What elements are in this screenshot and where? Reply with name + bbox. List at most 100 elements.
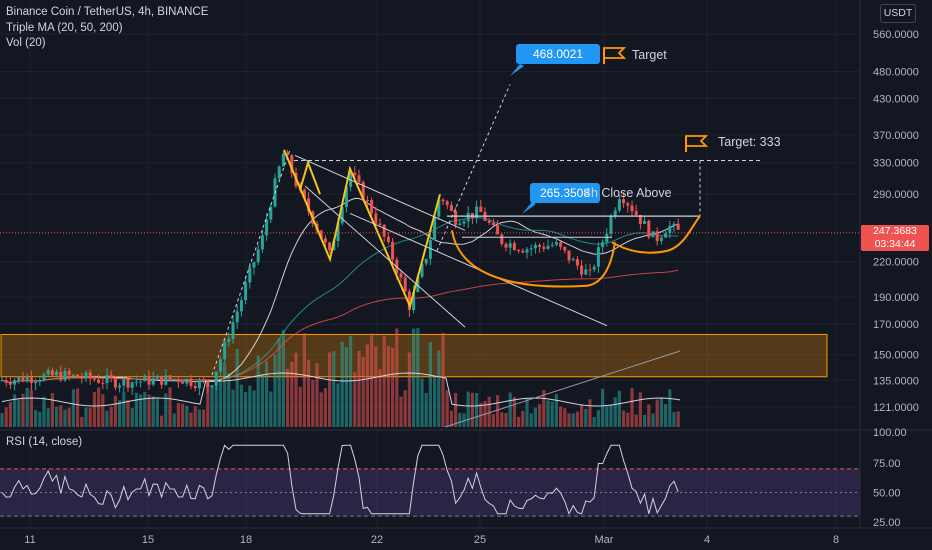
breakout-callout[interactable]: 265.3508 bbox=[530, 183, 600, 203]
volume-bar bbox=[370, 333, 374, 427]
price-tick-label: 220.0000 bbox=[873, 256, 919, 268]
price-tick-label: 190.0000 bbox=[873, 292, 919, 304]
volume-bar bbox=[160, 415, 164, 427]
volume-bar bbox=[298, 386, 302, 427]
volume-bar bbox=[567, 413, 571, 427]
volume-bar bbox=[97, 387, 101, 427]
volume-bar bbox=[307, 359, 311, 427]
candle-body bbox=[143, 375, 147, 382]
target-high-callout[interactable]: 468.0021 bbox=[516, 44, 600, 64]
candle-body bbox=[638, 214, 642, 224]
candle-body bbox=[223, 341, 227, 360]
volume-bar bbox=[181, 403, 185, 427]
candle-body bbox=[160, 375, 164, 385]
volume-bar bbox=[454, 393, 458, 427]
candle-body bbox=[336, 223, 340, 241]
candle-body bbox=[17, 376, 21, 381]
candle-body bbox=[8, 382, 12, 385]
volume-bar bbox=[521, 410, 525, 427]
volume-bar bbox=[638, 392, 642, 427]
volume-bar bbox=[277, 338, 281, 427]
candle-body bbox=[374, 213, 378, 224]
volume-bar bbox=[609, 404, 613, 427]
candle-body bbox=[13, 380, 17, 385]
volume-bar bbox=[592, 416, 596, 427]
candle-body bbox=[441, 199, 445, 202]
candle-body bbox=[151, 378, 155, 385]
volume-bar bbox=[563, 408, 567, 427]
volume-bar bbox=[164, 393, 168, 427]
candle-body bbox=[672, 223, 676, 226]
price-tick-label: 170.0000 bbox=[873, 319, 919, 331]
vol-legend[interactable]: Vol (20) bbox=[6, 37, 46, 49]
time-tick-label: 15 bbox=[142, 534, 154, 546]
volume-bar bbox=[34, 410, 38, 427]
volume-bar bbox=[46, 408, 50, 427]
candle-body bbox=[525, 249, 529, 253]
candle-body bbox=[113, 378, 117, 388]
volume-bar bbox=[176, 402, 180, 427]
candle-body bbox=[206, 381, 210, 387]
candle-body bbox=[176, 379, 180, 382]
volume-bar bbox=[357, 350, 361, 427]
candle-body bbox=[470, 212, 474, 218]
volume-ma-line bbox=[1, 372, 681, 407]
volume-bar bbox=[118, 400, 122, 427]
candle-body bbox=[319, 230, 323, 239]
candle-body bbox=[59, 371, 63, 381]
candle-body bbox=[122, 379, 126, 386]
candle-body bbox=[664, 233, 668, 238]
volume-bar bbox=[445, 390, 449, 427]
candle-body bbox=[563, 246, 567, 251]
volume-bar bbox=[533, 407, 537, 427]
volume-bar bbox=[252, 390, 256, 427]
volume-bar bbox=[470, 392, 474, 427]
time-tick-label: 4 bbox=[704, 534, 710, 546]
candle-body bbox=[617, 199, 621, 211]
candle-body bbox=[361, 181, 365, 200]
candle-body bbox=[626, 203, 630, 206]
volume-bar bbox=[260, 374, 264, 427]
volume-bar bbox=[13, 394, 17, 427]
candle-body bbox=[496, 225, 500, 235]
volume-bar bbox=[529, 413, 533, 427]
volume-bar bbox=[147, 394, 151, 427]
volume-bar bbox=[210, 386, 214, 427]
volume-bar bbox=[286, 368, 290, 427]
volume-bar bbox=[21, 393, 25, 427]
target-333-label[interactable]: Target: 333 bbox=[718, 135, 781, 149]
price-tick-label: 370.0000 bbox=[873, 130, 919, 142]
ma-legend[interactable]: Triple MA (20, 50, 200) bbox=[6, 22, 123, 34]
volume-bar bbox=[130, 408, 134, 427]
candle-body bbox=[538, 244, 542, 247]
candle-body bbox=[466, 212, 470, 222]
candle-body bbox=[613, 210, 617, 217]
bar-countdown: 03:34:44 bbox=[874, 238, 916, 250]
volume-bar bbox=[391, 347, 395, 427]
candle-body bbox=[218, 359, 222, 372]
volume-bar bbox=[42, 396, 46, 427]
candle-body bbox=[399, 273, 403, 278]
volume-bar bbox=[487, 396, 491, 427]
breakout-label[interactable]: 4h Close Above bbox=[584, 186, 672, 200]
volume-bar bbox=[126, 400, 130, 427]
candle-body bbox=[181, 381, 185, 384]
candle-body bbox=[290, 155, 294, 173]
volume-bar bbox=[134, 392, 138, 427]
candle-body bbox=[676, 223, 680, 230]
candle-body bbox=[130, 382, 134, 388]
candle-body bbox=[428, 240, 432, 259]
candle-body bbox=[302, 189, 306, 199]
target-high-label[interactable]: Target bbox=[632, 48, 667, 62]
symbol-title: Binance Coin / TetherUS, 4h, BINANCE bbox=[6, 6, 209, 18]
currency-button[interactable]: USDT bbox=[880, 4, 916, 23]
rsi-legend[interactable]: RSI (14, close) bbox=[6, 436, 83, 448]
volume-bar bbox=[63, 409, 67, 427]
volume-bar bbox=[542, 389, 546, 427]
volume-bar bbox=[449, 410, 453, 427]
volume-bar bbox=[374, 346, 378, 427]
candle-body bbox=[487, 220, 491, 223]
volume-bar bbox=[412, 328, 416, 427]
